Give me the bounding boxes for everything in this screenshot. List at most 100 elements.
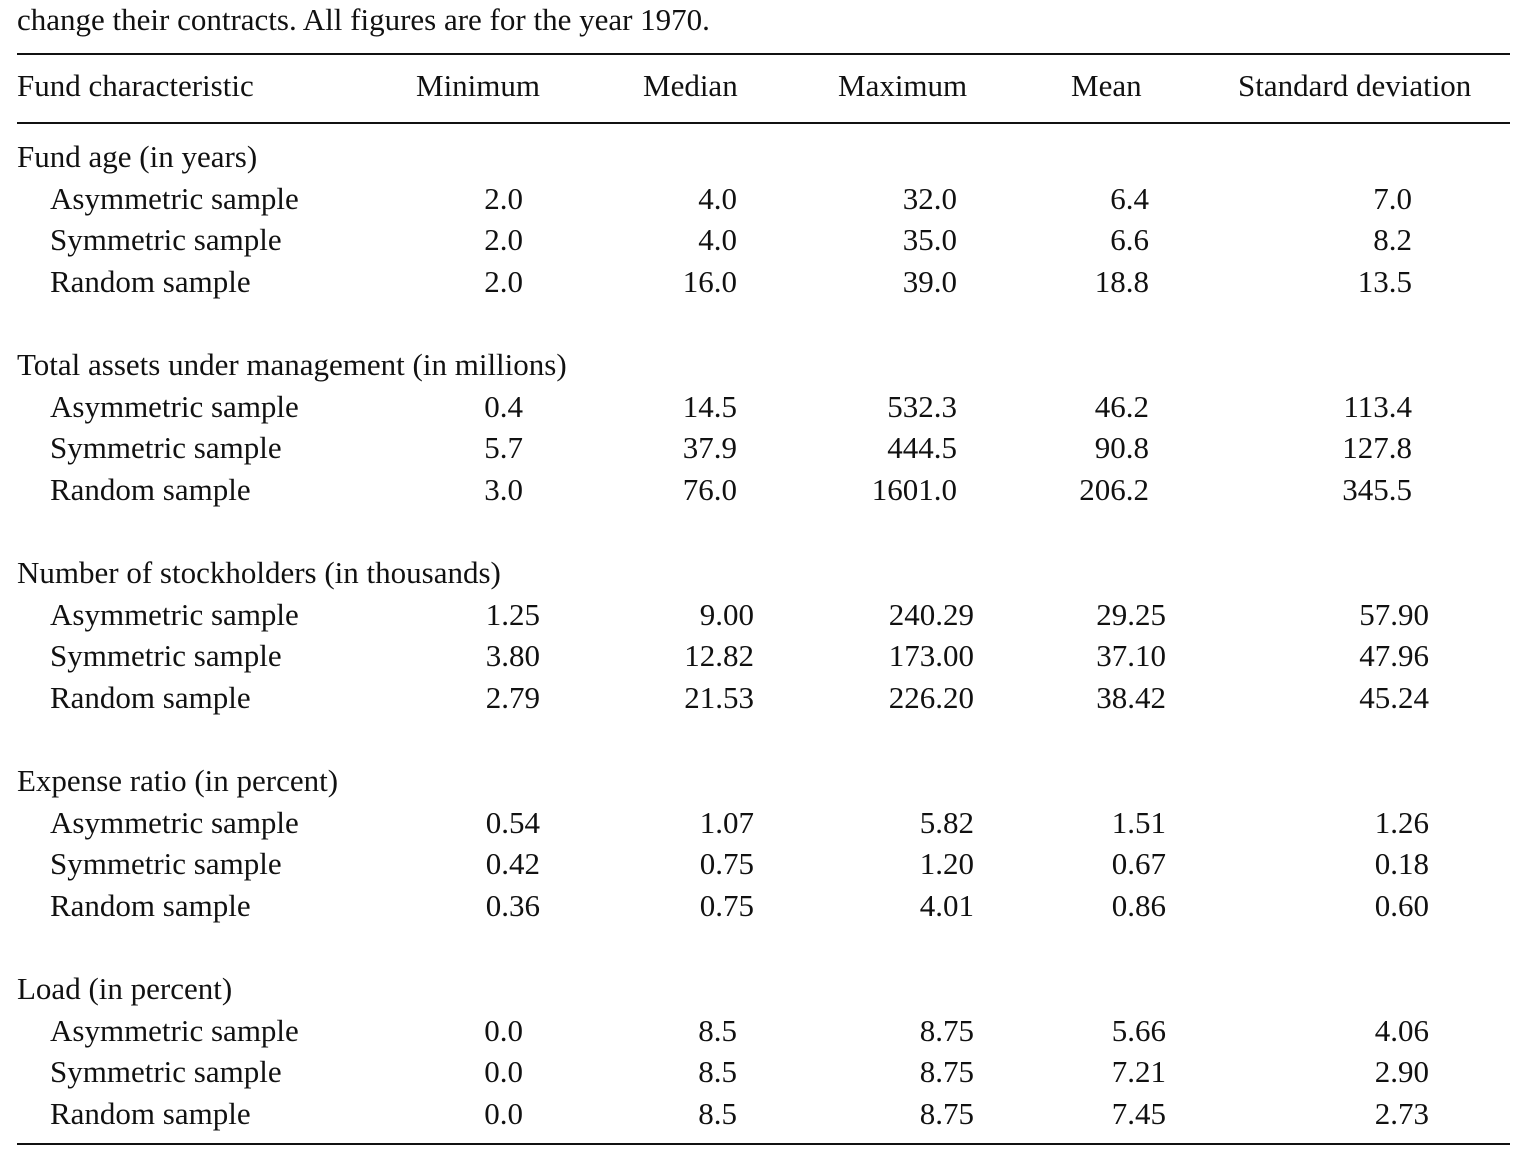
group-title: Expense ratio (in percent) <box>17 763 339 798</box>
cell-mean: 46.2 <box>1094 388 1149 424</box>
cell-median: 8.5 <box>698 1054 737 1089</box>
cell-median: 21.53 <box>684 679 754 715</box>
cell-median: 9.00 <box>699 596 754 632</box>
cell-minimum: 2.0 <box>484 222 523 257</box>
header-fund-characteristic: Fund characteristic <box>17 68 254 103</box>
group-load: Load (in percent) Asymmetric sample 0.0 … <box>17 968 1510 1134</box>
cell-mean: 206.2 <box>1079 471 1149 507</box>
group-title: Fund age (in years) <box>17 139 258 174</box>
cell-std-dev: 47.96 <box>1359 638 1429 673</box>
cell-mean: 5.66 <box>1111 1012 1166 1048</box>
cell-minimum: 0.0 <box>484 1012 523 1048</box>
row-label: Asymmetric sample <box>50 388 299 424</box>
cell-minimum: 0.4 <box>484 388 523 424</box>
row-label: Asymmetric sample <box>50 804 299 840</box>
cell-maximum: 4.01 <box>919 887 974 923</box>
table-row: Asymmetric sample 0.54 1.07 5.82 1.51 1.… <box>17 802 1510 844</box>
cell-maximum: 1.20 <box>919 846 974 881</box>
table-row: Symmetric sample 0.0 8.5 8.75 7.21 2.90 <box>17 1051 1510 1093</box>
row-label: Random sample <box>50 679 251 715</box>
cell-mean: 7.21 <box>1111 1054 1166 1089</box>
cell-std-dev: 57.90 <box>1359 596 1429 632</box>
group-stockholders: Number of stockholders (in thousands) As… <box>17 552 1510 718</box>
cell-minimum: 0.36 <box>485 887 540 923</box>
cell-maximum: 8.75 <box>919 1095 974 1131</box>
header-mean: Mean <box>1071 68 1142 103</box>
table-row: Symmetric sample 0.42 0.75 1.20 0.67 0.1… <box>17 843 1510 885</box>
table-row: Random sample 2.79 21.53 226.20 38.42 45… <box>17 677 1510 719</box>
row-label: Random sample <box>50 887 251 923</box>
cell-std-dev: 2.73 <box>1374 1095 1429 1131</box>
group-title-row: Load (in percent) <box>17 968 1510 1010</box>
cell-median: 14.5 <box>682 388 737 424</box>
table-row: Asymmetric sample 0.4 14.5 532.3 46.2 11… <box>17 386 1510 428</box>
cell-std-dev: 1.26 <box>1374 804 1429 840</box>
group-title: Number of stockholders (in thousands) <box>17 555 501 590</box>
cell-median: 4.0 <box>698 180 737 216</box>
cell-maximum: 5.82 <box>919 804 974 840</box>
cell-std-dev: 127.8 <box>1342 430 1412 465</box>
cell-mean: 90.8 <box>1094 430 1149 465</box>
table-row: Symmetric sample 3.80 12.82 173.00 37.10… <box>17 635 1510 677</box>
cell-maximum: 35.0 <box>902 222 957 257</box>
header-rule <box>17 122 1510 124</box>
cell-maximum: 173.00 <box>888 638 974 673</box>
cell-std-dev: 13.5 <box>1357 263 1412 299</box>
cell-maximum: 226.20 <box>888 679 974 715</box>
top-rule <box>17 53 1510 55</box>
cell-minimum: 3.80 <box>485 638 540 673</box>
cell-std-dev: 2.90 <box>1374 1054 1429 1089</box>
cell-std-dev: 113.4 <box>1343 388 1412 424</box>
row-label: Random sample <box>50 471 251 507</box>
cell-std-dev: 0.18 <box>1374 846 1429 881</box>
row-label: Symmetric sample <box>50 846 282 881</box>
cell-mean: 1.51 <box>1111 804 1166 840</box>
cell-maximum: 39.0 <box>902 263 957 299</box>
row-label: Symmetric sample <box>50 638 282 673</box>
row-label: Random sample <box>50 263 251 299</box>
table-row: Symmetric sample 5.7 37.9 444.5 90.8 127… <box>17 427 1510 469</box>
group-expense-ratio: Expense ratio (in percent) Asymmetric sa… <box>17 760 1510 926</box>
cell-std-dev: 4.06 <box>1374 1012 1429 1048</box>
cell-mean: 6.6 <box>1110 222 1149 257</box>
cell-maximum: 1601.0 <box>871 471 957 507</box>
cell-mean: 37.10 <box>1096 638 1166 673</box>
group-title: Total assets under management (in millio… <box>17 347 567 382</box>
cell-maximum: 532.3 <box>887 388 957 424</box>
table-row: Symmetric sample 2.0 4.0 35.0 6.6 8.2 <box>17 219 1510 261</box>
cell-std-dev: 0.60 <box>1374 887 1429 923</box>
cell-median: 16.0 <box>682 263 737 299</box>
group-total-assets: Total assets under management (in millio… <box>17 344 1510 510</box>
cell-mean: 7.45 <box>1111 1095 1166 1131</box>
cell-maximum: 240.29 <box>888 596 974 632</box>
group-title-row: Total assets under management (in millio… <box>17 344 1510 386</box>
table-row: Random sample 2.0 16.0 39.0 18.8 13.5 <box>17 261 1510 303</box>
cell-median: 12.82 <box>684 638 754 673</box>
group-fund-age: Fund age (in years) Asymmetric sample 2.… <box>17 136 1510 302</box>
cell-median: 8.5 <box>698 1012 737 1048</box>
cell-maximum: 444.5 <box>887 430 957 465</box>
cell-mean: 0.86 <box>1111 887 1166 923</box>
cell-median: 0.75 <box>699 846 754 881</box>
table-row: Asymmetric sample 2.0 4.0 32.0 6.4 7.0 <box>17 178 1510 220</box>
cell-minimum: 1.25 <box>485 596 540 632</box>
cell-maximum: 8.75 <box>919 1054 974 1089</box>
cell-mean: 38.42 <box>1096 679 1166 715</box>
cell-mean: 29.25 <box>1096 596 1166 632</box>
cell-std-dev: 45.24 <box>1359 679 1429 715</box>
cell-median: 8.5 <box>698 1095 737 1131</box>
header-minimum: Minimum <box>416 68 541 103</box>
group-title-row: Fund age (in years) <box>17 136 1510 178</box>
table-caption: change their contracts. All figures are … <box>17 2 710 37</box>
cell-median: 4.0 <box>698 222 737 257</box>
row-label: Symmetric sample <box>50 222 282 257</box>
table-row: Asymmetric sample 0.0 8.5 8.75 5.66 4.06 <box>17 1010 1510 1052</box>
cell-mean: 0.67 <box>1111 846 1166 881</box>
bottom-rule <box>17 1143 1510 1145</box>
cell-minimum: 2.0 <box>484 263 523 299</box>
header-median: Median <box>643 68 738 103</box>
cell-minimum: 2.0 <box>484 180 523 216</box>
row-label: Symmetric sample <box>50 1054 282 1089</box>
cell-minimum: 2.79 <box>485 679 540 715</box>
table-row: Asymmetric sample 1.25 9.00 240.29 29.25… <box>17 594 1510 636</box>
